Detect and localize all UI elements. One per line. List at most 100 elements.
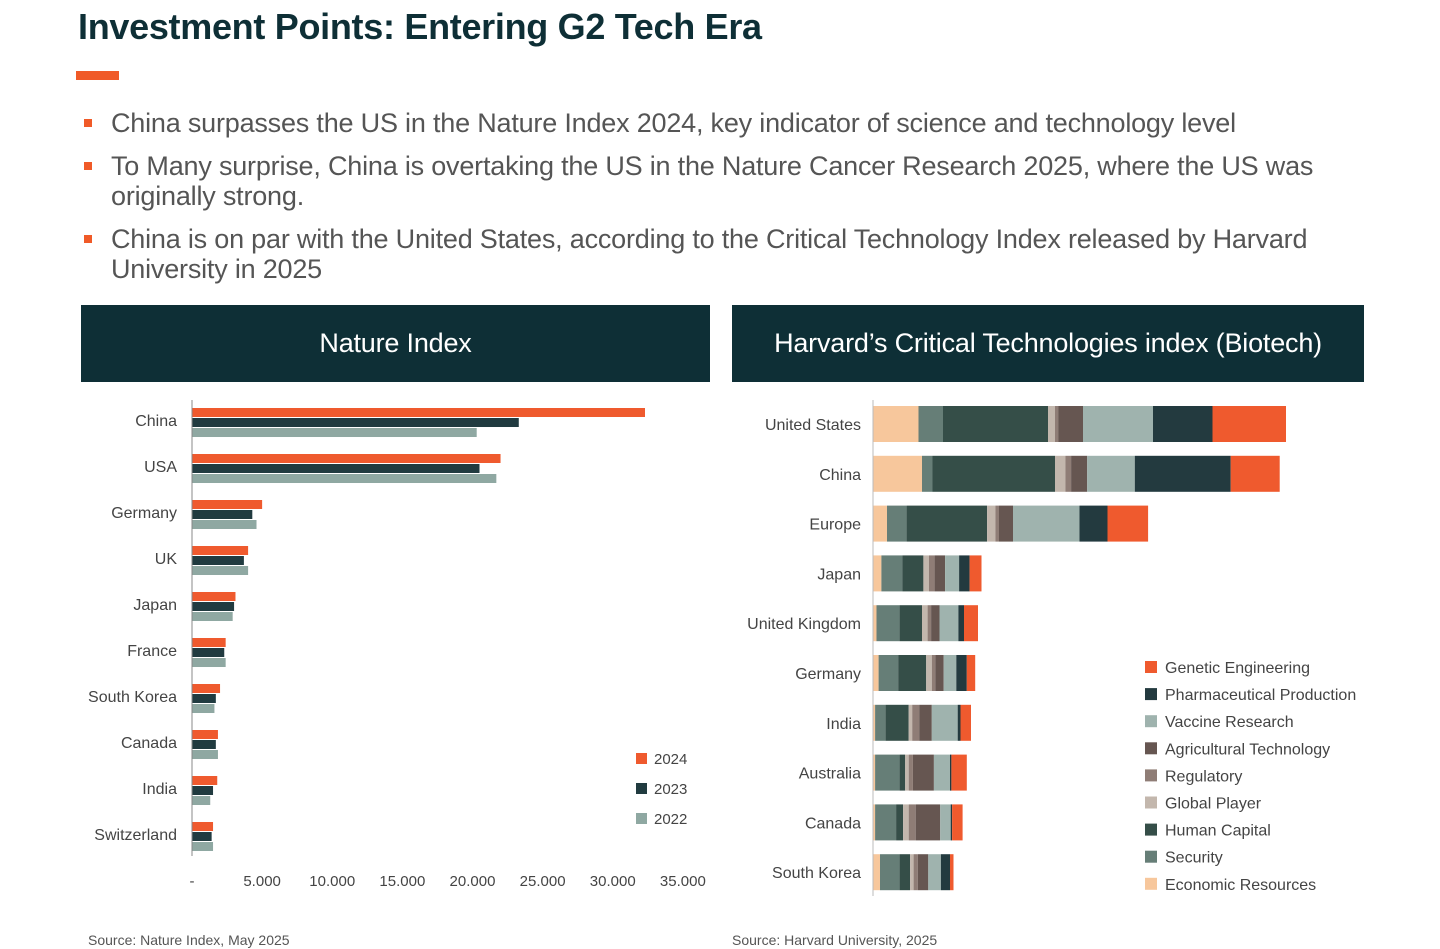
bar-segment-economic-resources xyxy=(873,406,919,442)
x-tick-label: 25.000 xyxy=(520,873,566,890)
legend-label: 2023 xyxy=(654,781,687,798)
bar-segment-agricultural-technology xyxy=(1058,406,1083,442)
category-label: Australia xyxy=(799,766,861,783)
bar-2024 xyxy=(192,822,214,831)
category-label: Japan xyxy=(133,597,177,614)
legend-swatch xyxy=(1145,715,1157,728)
key-point-text: China is on par with the United States, … xyxy=(111,224,1308,284)
legend-label: Pharmaceutical Production xyxy=(1165,687,1356,704)
bar-segment-genetic-engineering xyxy=(969,555,982,592)
key-point-item: To Many surprise, China is overtaking th… xyxy=(84,151,1394,211)
bar-segment-vaccine-research xyxy=(943,655,957,691)
category-label: Europe xyxy=(809,517,861,534)
bar-2023 xyxy=(192,464,480,473)
bar-segment-economic-resources xyxy=(873,704,876,741)
bar-2023 xyxy=(192,740,216,749)
category-label: Japan xyxy=(817,566,861,583)
bar-segment-pharmaceutical-production xyxy=(959,555,970,592)
category-label: China xyxy=(135,413,177,430)
bar-segment-regulatory xyxy=(931,655,936,691)
category-label: South Korea xyxy=(88,689,177,706)
bar-2024 xyxy=(192,408,645,417)
category-label: India xyxy=(142,781,177,798)
bar-segment-human-capital xyxy=(896,804,904,841)
x-tick-label: 5.000 xyxy=(243,873,281,890)
bar-2022 xyxy=(192,750,218,759)
legend-swatch xyxy=(1145,796,1157,809)
bar-segment-global-player xyxy=(908,704,913,741)
bar-segment-security xyxy=(922,455,933,492)
bar-2024 xyxy=(192,776,218,785)
bar-segment-regulatory xyxy=(929,555,935,592)
bar-2024 xyxy=(192,638,226,647)
bar-segment-genetic-engineering xyxy=(1107,505,1149,542)
bar-segment-security xyxy=(876,605,900,642)
bar-segment-vaccine-research xyxy=(1013,505,1080,542)
bar-segment-security xyxy=(918,406,943,442)
bar-2023 xyxy=(192,786,214,795)
bar-2024 xyxy=(192,730,218,739)
bar-2023 xyxy=(192,602,235,611)
legend-label: Genetic Engineering xyxy=(1165,660,1310,677)
category-label: United States xyxy=(765,417,861,434)
bullet-square-icon xyxy=(84,162,92,170)
key-point-item: China is on par with the United States, … xyxy=(84,224,1394,284)
bar-segment-regulatory xyxy=(908,754,913,791)
bar-2022 xyxy=(192,842,214,851)
bar-segment-regulatory xyxy=(913,854,918,891)
bar-2022 xyxy=(192,612,233,621)
bar-segment-pharmaceutical-production xyxy=(1134,455,1231,492)
bar-segment-global-player xyxy=(905,754,909,791)
bar-segment-agricultural-technology xyxy=(931,605,940,642)
bar-segment-global-player xyxy=(910,854,914,891)
bar-segment-agricultural-technology xyxy=(919,704,932,741)
legend-label: Regulatory xyxy=(1165,768,1242,785)
bar-2022 xyxy=(192,704,215,713)
bullet-square-icon xyxy=(84,235,92,243)
bullet-square-icon xyxy=(84,119,92,127)
bar-2024 xyxy=(192,592,236,601)
bar-segment-genetic-engineering xyxy=(964,605,978,642)
bar-segment-vaccine-research xyxy=(931,704,958,741)
bar-segment-agricultural-technology xyxy=(917,854,929,891)
legend-swatch-2024 xyxy=(636,753,647,764)
bar-segment-regulatory xyxy=(908,804,916,841)
bar-segment-economic-resources xyxy=(873,455,922,492)
bar-segment-security xyxy=(875,754,900,791)
bar-2022 xyxy=(192,474,497,483)
x-tick-label: 20.000 xyxy=(450,873,496,890)
bar-segment-human-capital xyxy=(899,854,911,891)
bar-segment-economic-resources xyxy=(873,854,880,891)
bar-2022 xyxy=(192,566,249,575)
legend-swatch-2023 xyxy=(636,783,647,794)
bar-segment-genetic-engineering xyxy=(1212,406,1286,442)
page-title: Investment Points: Entering G2 Tech Era xyxy=(78,6,762,47)
legend-label: Security xyxy=(1165,850,1223,867)
bar-segment-human-capital xyxy=(943,406,1048,442)
nature-index-header: Nature Index xyxy=(81,305,710,382)
bar-segment-human-capital xyxy=(898,655,927,691)
category-label: United Kingdom xyxy=(747,616,861,633)
category-label: Canada xyxy=(121,735,177,752)
legend-label: Agricultural Technology xyxy=(1165,741,1330,758)
bar-2023 xyxy=(192,694,216,703)
category-label: South Korea xyxy=(772,865,861,882)
bar-segment-pharmaceutical-production xyxy=(956,655,967,691)
legend-swatch xyxy=(1145,769,1157,782)
bar-2023 xyxy=(192,510,253,519)
bar-segment-security xyxy=(881,555,903,592)
bar-segment-economic-resources xyxy=(873,555,882,592)
key-points-list: China surpasses the US in the Nature Ind… xyxy=(84,108,1394,297)
title-accent-rule xyxy=(76,71,119,80)
x-tick-label: 30.000 xyxy=(590,873,636,890)
legend-label: Economic Resources xyxy=(1165,877,1316,894)
category-label: China xyxy=(819,467,861,484)
bar-segment-global-player xyxy=(987,505,996,542)
bar-2022 xyxy=(192,520,257,529)
key-point-text: China surpasses the US in the Nature Ind… xyxy=(111,108,1236,138)
bar-2024 xyxy=(192,500,263,509)
bar-2022 xyxy=(192,658,226,667)
bar-segment-global-player xyxy=(903,804,909,841)
legend-label: Global Player xyxy=(1165,796,1262,813)
bar-segment-genetic-engineering xyxy=(966,655,976,691)
